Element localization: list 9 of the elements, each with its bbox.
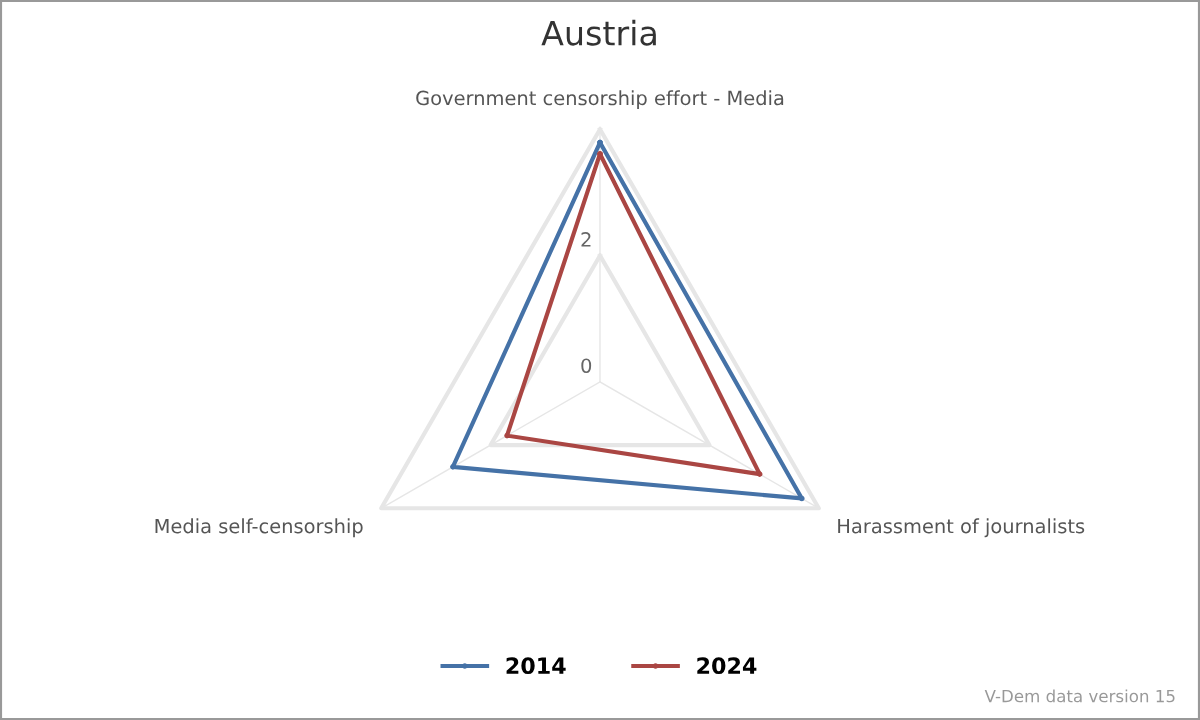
spoke-label: Media self-censorship xyxy=(155,518,363,538)
text: V-Dem data version 15 xyxy=(984,689,1175,703)
legend-label: 2024 xyxy=(697,657,757,675)
y-tick-label: 0 xyxy=(581,358,592,374)
chart-title: Austria xyxy=(541,19,656,46)
y-tick-label: 2 xyxy=(581,232,591,247)
spoke-label: Government censorship effort - Media xyxy=(416,90,784,110)
spoke-label: Harassment of journalists xyxy=(838,518,1085,538)
legend-label: 2014 xyxy=(506,657,566,675)
